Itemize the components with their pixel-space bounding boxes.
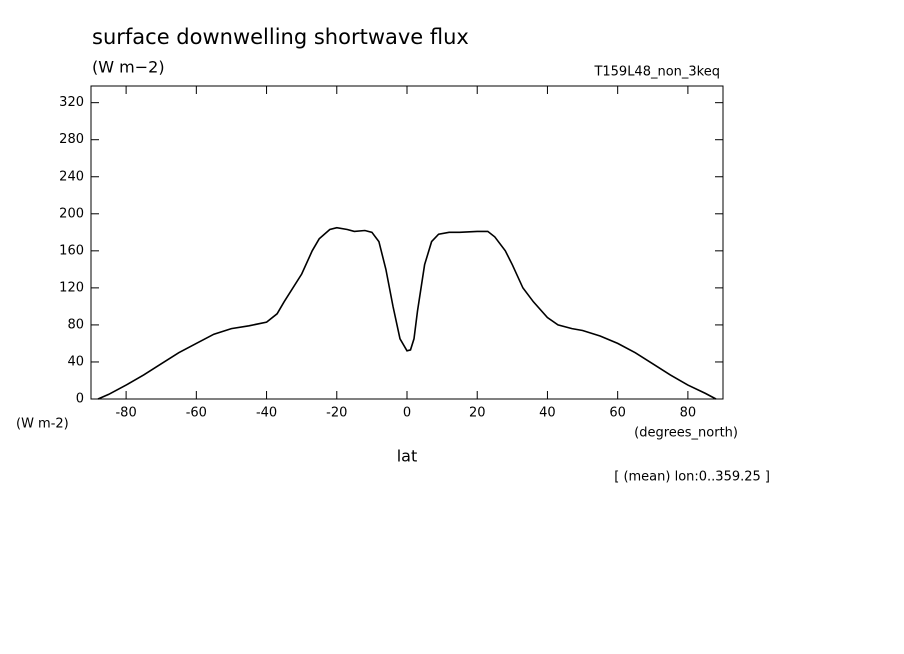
run-label: T159L48_non_3keq: [593, 65, 720, 80]
x-tick-label: 40: [539, 406, 556, 421]
y-tick-label: 200: [59, 206, 84, 221]
chart-title: surface downwelling shortwave flux: [92, 25, 469, 49]
y-tick-label: 160: [59, 243, 84, 258]
y-tick-label: 0: [76, 392, 84, 407]
y-axis-label: (W m-2): [16, 417, 69, 432]
footnote: [ (mean) lon:0..359.25 ]: [614, 470, 770, 485]
x-tick-label: 0: [403, 406, 411, 421]
y-tick-label: 120: [59, 280, 84, 295]
x-axis-units: (degrees_north): [634, 426, 738, 441]
units: (W m−2): [92, 58, 165, 77]
x-tick-label: 20: [469, 406, 486, 421]
y-tick-label: 320: [59, 95, 84, 110]
x-axis-label: lat: [397, 447, 418, 466]
data-line: [97, 226, 717, 400]
x-tick-label: -40: [256, 406, 277, 421]
x-tick-label: 60: [609, 406, 626, 421]
y-tick-label: 240: [59, 169, 84, 184]
y-tick-label: 80: [67, 317, 84, 332]
x-tick-label: 80: [680, 406, 697, 421]
y-tick-label: 280: [59, 132, 84, 147]
x-tick-label: -60: [186, 406, 207, 421]
x-tick-label: -80: [115, 406, 136, 421]
y-tick-label: 40: [67, 354, 84, 369]
x-tick-label: -20: [326, 406, 347, 421]
